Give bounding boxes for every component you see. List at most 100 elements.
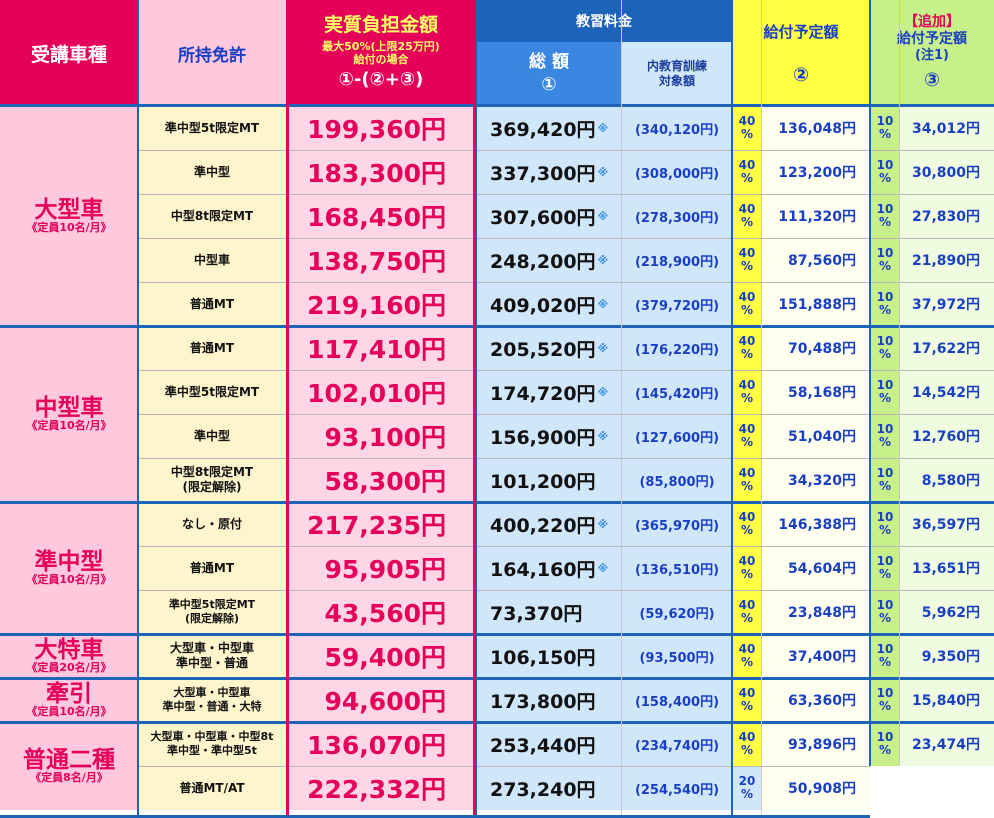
total-fee-value: 369,420円 bbox=[490, 118, 596, 141]
vehicle-group-name: 普通二種 bbox=[23, 747, 115, 774]
add-rate-percent: % bbox=[878, 655, 892, 669]
add-benefit-value: 34,012円 bbox=[911, 121, 980, 137]
training-target-value: (59,620円) bbox=[639, 606, 715, 622]
header-divider bbox=[0, 104, 994, 107]
benefit-rate-percent: % bbox=[740, 127, 754, 141]
benefit-rate-number: 40 bbox=[738, 377, 756, 392]
burden-cell: 199,360円 bbox=[286, 106, 476, 150]
asterisk-mark: ※ bbox=[597, 121, 609, 135]
add-benefit-value: 27,830円 bbox=[911, 209, 980, 225]
asterisk-mark: ※ bbox=[597, 429, 609, 443]
header-vehicle: 受講車種 bbox=[0, 0, 138, 106]
benefit-rate-percent: % bbox=[740, 303, 754, 317]
add-rate-number: 10 bbox=[876, 597, 894, 612]
benefit-rate-cell: 40% bbox=[732, 150, 762, 194]
license-cell: 大型車・中型車 準中型・普通・大特 bbox=[138, 678, 286, 722]
group-divider bbox=[0, 721, 994, 724]
total-fee-cell: 369,420円 ※ bbox=[476, 106, 622, 150]
benefit-cell: 23,848円 bbox=[762, 590, 870, 634]
vehicle-group-capacity: 《定員10名/月》 bbox=[26, 221, 112, 235]
vehicle-group-cell: 普通二種 《定員8名/月》 bbox=[0, 722, 138, 810]
total-fee-value: 174,720円 bbox=[490, 382, 596, 405]
benefit-rate-cell: 40% bbox=[732, 414, 762, 458]
training-target-cell: (136,510円) bbox=[622, 546, 732, 590]
burden-value: 217,235円 bbox=[307, 511, 446, 540]
add-benefit-value: 12,760円 bbox=[911, 429, 980, 445]
total-fee-cell: 156,900円 ※ bbox=[476, 414, 622, 458]
total-fee-value: 106,150円 bbox=[490, 646, 596, 669]
column-divider bbox=[869, 0, 871, 766]
training-target-cell: (127,600円) bbox=[622, 414, 732, 458]
benefit-rate-number: 40 bbox=[738, 641, 756, 656]
burden-cell: 94,600円 bbox=[286, 678, 476, 722]
benefit-rate-number: 40 bbox=[738, 465, 756, 480]
total-fee-value: 248,200円 bbox=[490, 250, 596, 273]
benefit-rate-number: 40 bbox=[738, 421, 756, 436]
license-cell: 準中型5t限定MT (限定解除) bbox=[138, 590, 286, 634]
benefit-rate-number: 20 bbox=[738, 773, 756, 788]
add-benefit-cell: 15,840円 bbox=[900, 678, 994, 722]
total-fee-value: 205,520円 bbox=[490, 338, 596, 361]
benefit-value: 70,488円 bbox=[787, 341, 856, 357]
benefit-rate-percent: % bbox=[740, 787, 754, 801]
add-rate-cell: 10% bbox=[870, 458, 900, 502]
license-cell: 準中型 bbox=[138, 150, 286, 194]
row-divider bbox=[138, 150, 994, 151]
training-target-value: (93,500円) bbox=[639, 650, 715, 666]
benefit-rate-cell: 40% bbox=[732, 722, 762, 766]
add-rate-percent: % bbox=[878, 303, 892, 317]
burden-value: 93,100円 bbox=[324, 423, 446, 452]
license-line: なし・原付 bbox=[181, 516, 242, 531]
burden-cell: 59,400円 bbox=[286, 634, 476, 678]
training-target-value: (136,510円) bbox=[634, 562, 720, 578]
license-text: 大型車・中型車 準中型・普通・大特 bbox=[163, 686, 262, 714]
total-fee-cell: 73,370円 bbox=[476, 590, 622, 634]
total-fee-cell: 164,160円 ※ bbox=[476, 546, 622, 590]
vehicle-group-cell: 準中型 《定員10名/月》 bbox=[0, 502, 138, 634]
add-benefit-cell: 12,760円 bbox=[900, 414, 994, 458]
total-fee-cell: 337,300円 ※ bbox=[476, 150, 622, 194]
row-divider bbox=[138, 766, 870, 767]
add-rate-number: 10 bbox=[876, 245, 894, 260]
total-fee-cell: 101,200円 bbox=[476, 458, 622, 502]
benefit-cell: 87,560円 bbox=[762, 238, 870, 282]
table-bottom-border bbox=[0, 815, 870, 818]
benefit-cell: 136,048円 bbox=[762, 106, 870, 150]
total-fee-cell: 409,020円 ※ bbox=[476, 282, 622, 326]
vehicle-group-capacity: 《定員10名/月》 bbox=[26, 419, 112, 433]
burden-value: 168,450円 bbox=[307, 203, 446, 232]
asterisk-mark: ※ bbox=[597, 561, 609, 575]
total-fee-value: 156,900円 bbox=[490, 426, 596, 449]
add-benefit-value: 17,622円 bbox=[911, 341, 980, 357]
license-line: (限定解除) bbox=[182, 480, 242, 494]
group-divider bbox=[0, 677, 994, 680]
burden-cell: 102,010円 bbox=[286, 370, 476, 414]
add-benefit-cell: 30,800円 bbox=[900, 150, 994, 194]
license-text: 準中型5t限定MT (限定解除) bbox=[169, 598, 255, 626]
burden-value: 58,300円 bbox=[324, 467, 446, 496]
benefit-rate-cell: 40% bbox=[732, 590, 762, 634]
license-line: 準中型5t限定MT bbox=[168, 598, 256, 612]
burden-cell: 168,450円 bbox=[286, 194, 476, 238]
burden-cell: 43,560円 bbox=[286, 590, 476, 634]
add-benefit-value: 21,890円 bbox=[911, 253, 980, 269]
total-fee-value: 253,440円 bbox=[490, 734, 596, 757]
benefit-rate-percent: % bbox=[740, 655, 754, 669]
benefit-cell: 151,888円 bbox=[762, 282, 870, 326]
training-target-cell: (218,900円) bbox=[622, 238, 732, 282]
benefit-value: 111,320円 bbox=[778, 209, 856, 225]
license-line: 普通MT bbox=[189, 560, 235, 575]
benefit-rate-cell: 40% bbox=[732, 370, 762, 414]
license-line: 中型車 bbox=[193, 252, 230, 267]
training-target-value: (379,720円) bbox=[634, 298, 720, 314]
benefit-rate-cell: 40% bbox=[732, 238, 762, 282]
total-fee-cell: 248,200円 ※ bbox=[476, 238, 622, 282]
training-target-value: (145,420円) bbox=[634, 386, 720, 402]
group-divider bbox=[0, 501, 994, 504]
asterisk-mark: ※ bbox=[597, 385, 609, 399]
license-text: 大型車・中型車 準中型・普通 bbox=[170, 641, 254, 671]
add-benefit-cell: 14,542円 bbox=[900, 370, 994, 414]
benefit-value: 50,908円 bbox=[787, 781, 856, 797]
burden-value: 102,010円 bbox=[307, 379, 446, 408]
burden-cell: 217,235円 bbox=[286, 502, 476, 546]
